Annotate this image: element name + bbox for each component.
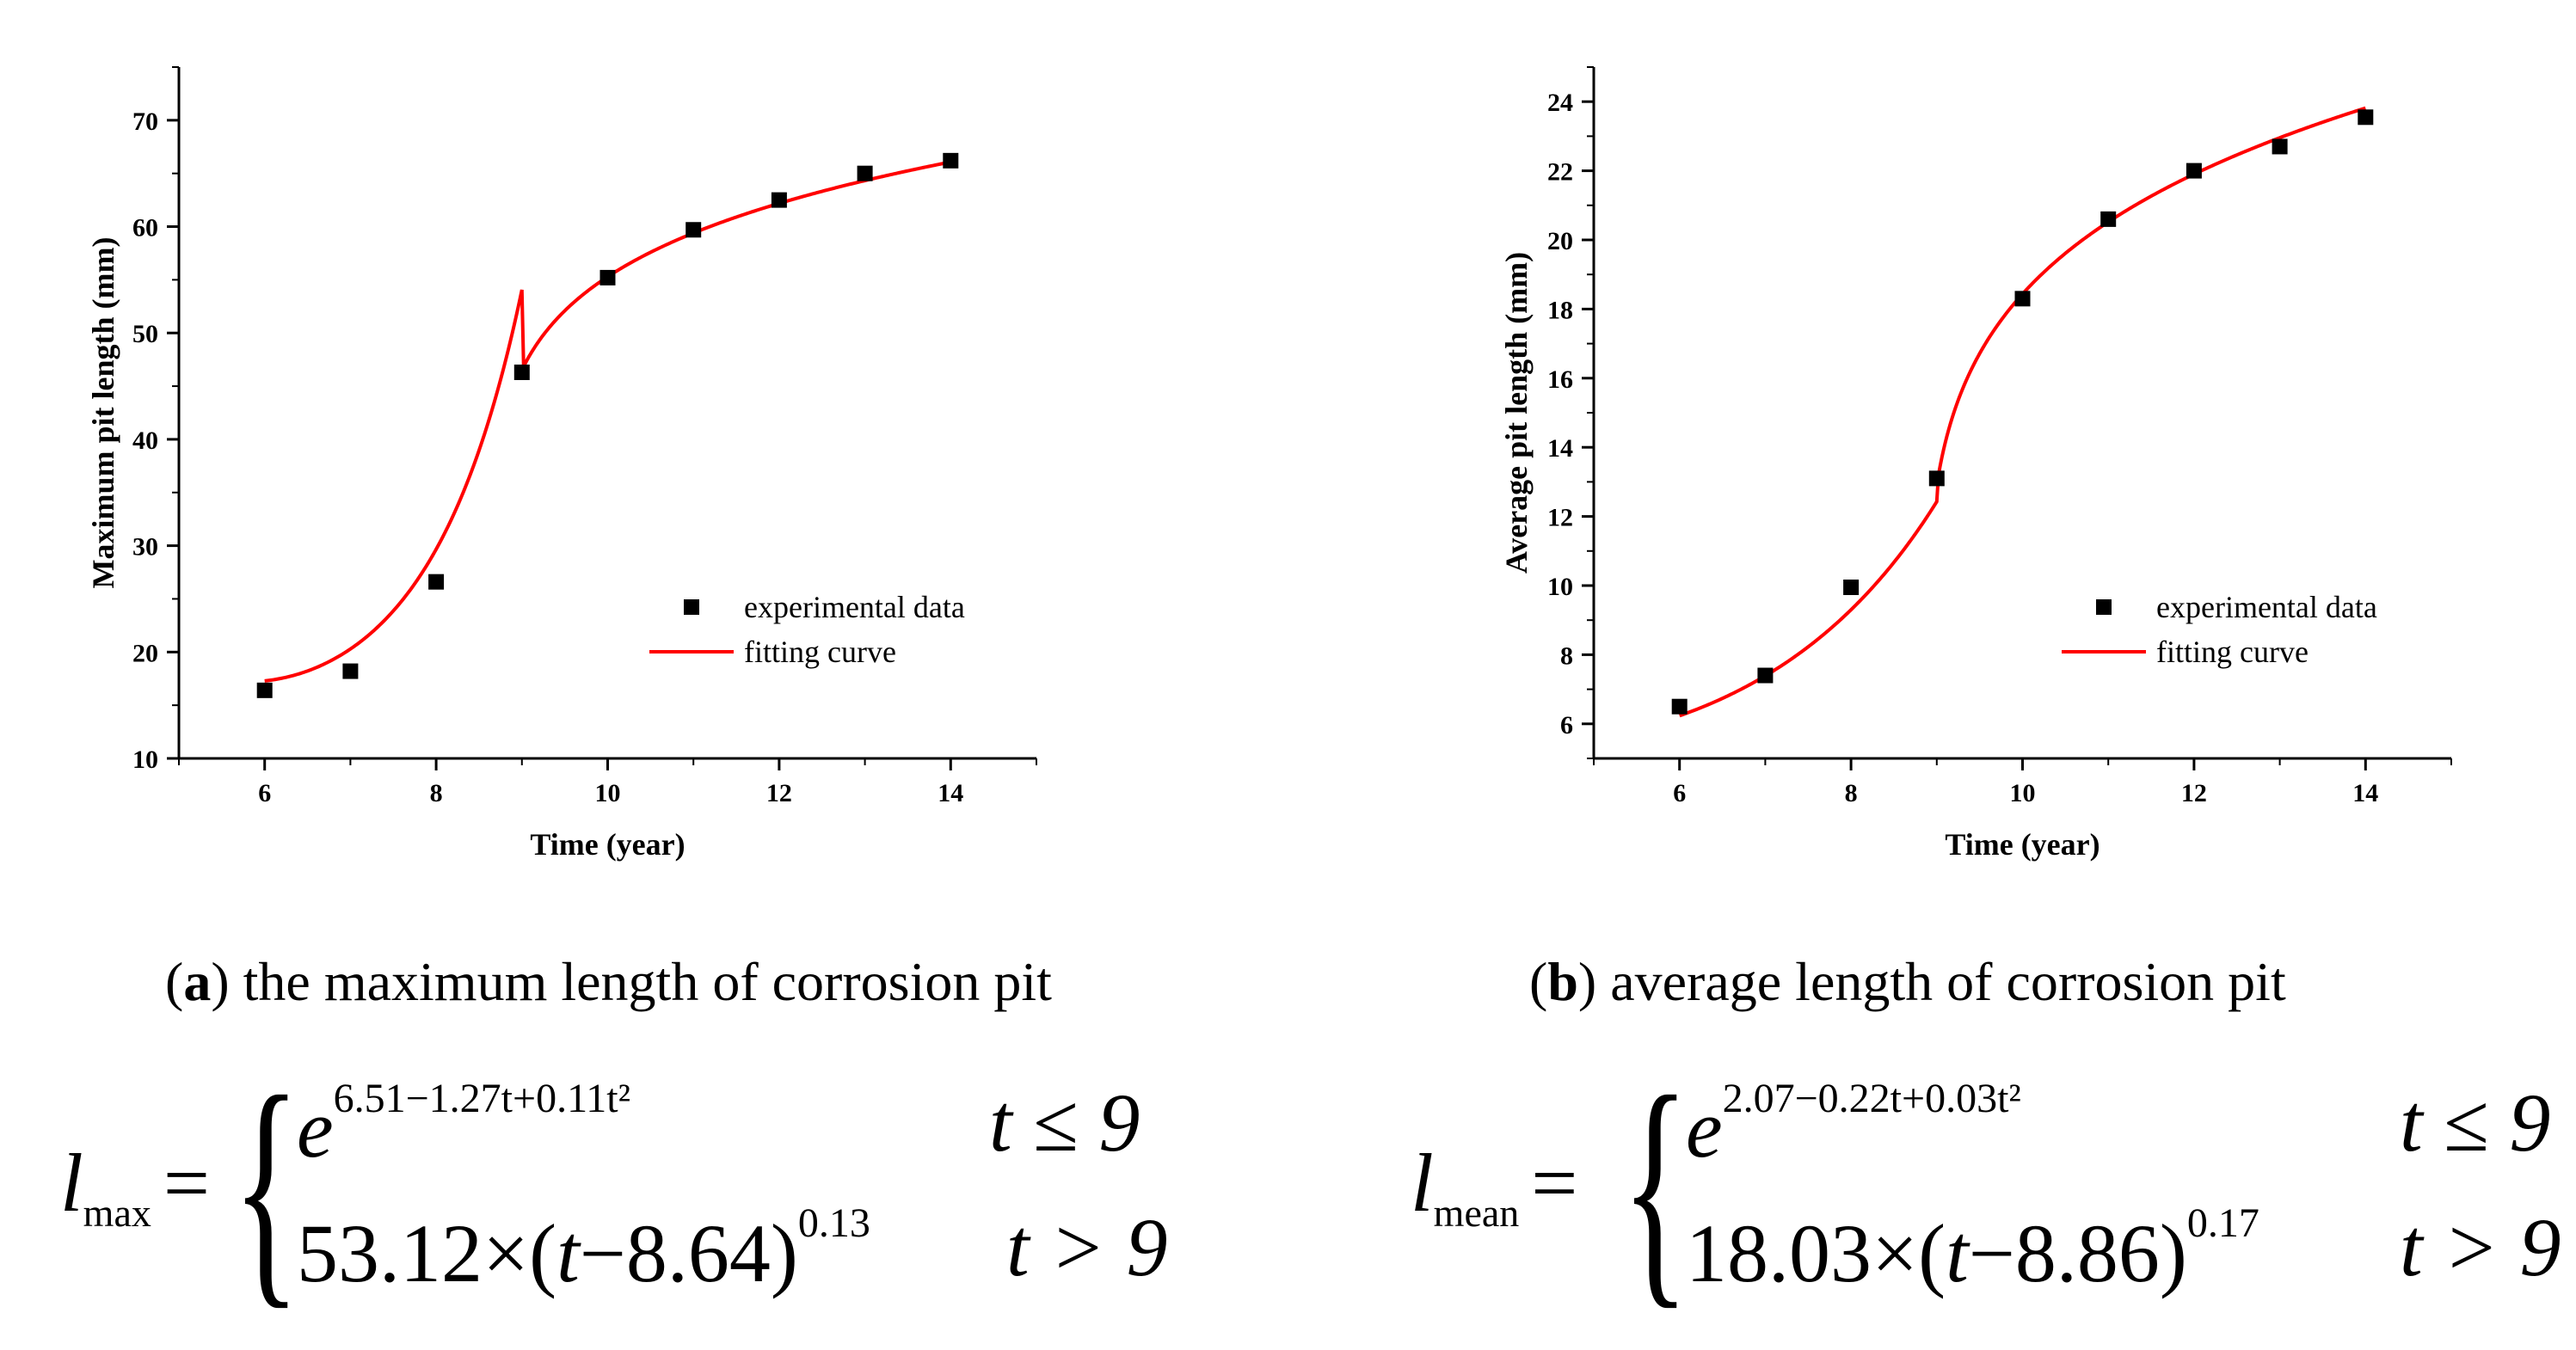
chart-a-experimental-data-point	[513, 364, 530, 380]
chart-b-legend-label-fitting: fitting curve	[2156, 635, 2309, 669]
formula-b-lhs: lmean =	[1411, 1137, 1578, 1235]
chart-b-legend-label-experimental: experimental data	[2156, 590, 2377, 624]
chart-a-y-tick-label: 70	[132, 107, 158, 136]
formula-b-case2-var: t	[1946, 1207, 1969, 1299]
chart-b-y-tick-label: 8	[1560, 641, 1573, 670]
formula-a-case2: 53.12×(t−8.64)0.13	[297, 1200, 870, 1301]
chart-b-x-tick-label: 10	[2010, 779, 2036, 807]
chart-a-max-pit-length: 6 8 10 12 14 10 20 30 40 50 60 70 Time (year) Maximum…	[86, 66, 1037, 862]
chart-b-y-tick-label: 10	[1547, 573, 1573, 601]
formula-a-case1-exponent: 6.51−1.27t+0.11t²	[333, 1076, 631, 1121]
formula-b-case1-condition: t ≤ 9	[2400, 1077, 2551, 1169]
chart-b-legend-marker	[2096, 599, 2112, 615]
chart-a-y-tick-label: 30	[132, 533, 158, 561]
chart-b-y-tick-label: 16	[1547, 365, 1573, 394]
formula-a-case1-base: e	[297, 1083, 334, 1175]
chart-a-y-tick-label: 50	[132, 320, 158, 348]
chart-a-x-tick-label: 8	[430, 779, 443, 807]
formula-a-lhs: lmax =	[60, 1137, 211, 1235]
formula-a-symbol: l	[60, 1137, 83, 1229]
chart-a-x-tick-label: 6	[258, 779, 271, 807]
chart-a-experimental-data-point	[771, 192, 787, 208]
chart-a-experimental-data-point	[685, 222, 702, 238]
formula-b-symbol: l	[1411, 1137, 1434, 1229]
formula-b-subscript: mean	[1433, 1191, 1520, 1235]
chart-a-y-tick-label: 60	[132, 214, 158, 242]
caption-b-label: b	[1547, 951, 1578, 1012]
chart-b-average-pit-length: 6 8 10 12 14 6 8 10 12 14 16 18 20 22 24 Time (year) Ave…	[1499, 66, 2452, 862]
chart-b-experimental-data-point	[2100, 211, 2117, 227]
chart-b-fitting-curve-line	[1679, 106, 2366, 718]
chart-a-y-tick-label: 20	[132, 639, 158, 667]
formula-a-case2-exponent: 0.13	[797, 1200, 870, 1246]
formula-a-case1: e6.51−1.27t+0.11t²	[297, 1075, 630, 1176]
chart-b-x-tick-label: 6	[1673, 779, 1686, 807]
formula-b: lmean = { e2.07−0.22t+0.03t² t ≤ 9 18.03×…	[1411, 1040, 2576, 1324]
caption-a-label: a	[183, 951, 212, 1012]
chart-b-experimental-data-point	[2358, 109, 2374, 126]
chart-a-y-tick-label: 10	[132, 746, 158, 774]
formula-b-case1: e2.07−0.22t+0.03t²	[1686, 1075, 2021, 1176]
formula-a: lmax = { e6.51−1.27t+0.11t² t ≤ 9 53.12×(…	[60, 1040, 1282, 1324]
chart-b-experimental-data-point	[1671, 698, 1688, 715]
chart-b-experimental-data-point	[2272, 138, 2288, 155]
chart-b-x-tick-label: 12	[2181, 779, 2207, 807]
formula-b-case2-rest: −8.86)	[1968, 1207, 2187, 1299]
chart-b-x-tick-label: 14	[2352, 779, 2378, 807]
chart-b-y-tick-label: 22	[1547, 158, 1573, 187]
formula-b-case2: 18.03×(t−8.86)0.17	[1686, 1200, 2259, 1301]
formula-b-case1-base: e	[1686, 1083, 1723, 1175]
formula-a-subscript: max	[83, 1191, 151, 1235]
caption-b-text: average length of corrosion pit	[1610, 951, 2286, 1012]
chart-b-experimental-data-point	[1928, 470, 1945, 487]
chart-a-experimental-data-point	[256, 682, 273, 698]
chart-b-experimental-data-point	[1843, 580, 1860, 596]
formula-a-case2-rest: −8.64)	[579, 1207, 798, 1299]
formula-a-case1-condition: t ≤ 9	[989, 1077, 1140, 1169]
chart-a-experimental-data-point	[428, 574, 445, 590]
chart-a-y-tick-label: 40	[132, 426, 158, 455]
chart-a-legend-marker	[684, 599, 699, 615]
chart-a-x-tick-label: 12	[766, 779, 792, 807]
chart-a-experimental-data-point	[342, 663, 359, 679]
chart-b-experimental-data-point	[2186, 163, 2202, 179]
chart-a-x-axis-title: Time (year)	[530, 827, 685, 862]
chart-a-x-tick-label: 10	[595, 779, 621, 807]
caption-a-text: the maximum length of corrosion pit	[243, 951, 1052, 1012]
chart-a-y-axis-title: Maximum pit length (mm)	[86, 237, 120, 589]
formula-a-case2-prefix: 53.12×(	[297, 1207, 557, 1299]
chart-b-y-tick-label: 6	[1560, 711, 1573, 739]
formula-b-case2-condition: t > 9	[2400, 1201, 2561, 1293]
chart-b-y-tick-label: 14	[1547, 434, 1573, 463]
chart-b-y-tick-label: 20	[1547, 227, 1573, 255]
formula-a-case2-condition: t > 9	[1006, 1201, 1168, 1293]
chart-a-x-tick-label: 14	[938, 779, 963, 807]
chart-b-x-axis-title: Time (year)	[1945, 827, 2100, 862]
formula-a-brace: {	[232, 1044, 301, 1329]
chart-b-y-axis-title: Average pit length (mm)	[1499, 252, 1534, 574]
caption-b: (b) average length of corrosion pit	[1529, 951, 2286, 1012]
formula-b-case1-exponent: 2.07−0.22t+0.03t²	[1722, 1076, 2021, 1121]
chart-b-experimental-data-point	[1757, 667, 1774, 684]
formula-b-brace: {	[1621, 1044, 1690, 1329]
chart-b-y-tick-label: 24	[1547, 89, 1573, 117]
formula-a-case2-var: t	[556, 1207, 580, 1299]
chart-a-legend-label-experimental: experimental data	[744, 590, 965, 624]
chart-b-x-tick-label: 8	[1845, 779, 1858, 807]
formula-b-case2-exponent: 0.17	[2186, 1200, 2259, 1246]
chart-a-experimental-data-point	[599, 269, 616, 285]
chart-a-experimental-data-point	[943, 152, 959, 169]
chart-a-experimental-data-point	[857, 165, 873, 181]
chart-b-y-tick-label: 18	[1547, 296, 1573, 324]
chart-b-y-tick-label: 12	[1547, 504, 1573, 532]
chart-a-legend-label-fitting: fitting curve	[744, 635, 896, 669]
chart-b-experimental-data-point	[2014, 291, 2031, 307]
caption-a: (a) the maximum length of corrosion pit	[165, 951, 1052, 1012]
formula-b-case2-prefix: 18.03×(	[1686, 1207, 1946, 1299]
